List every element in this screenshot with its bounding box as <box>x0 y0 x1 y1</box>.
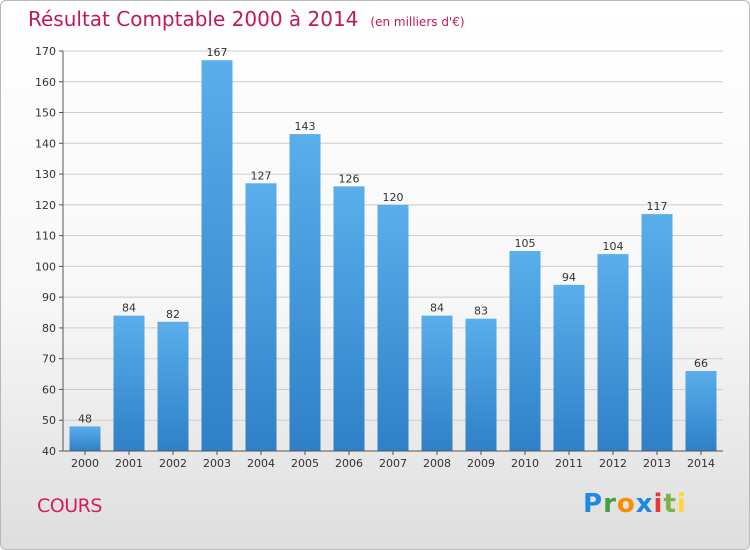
y-tick-label: 170 <box>35 45 56 58</box>
bar-2012 <box>597 254 629 451</box>
x-tick-label: 2011 <box>555 457 583 470</box>
x-tick-label: 2008 <box>423 457 451 470</box>
bar-2005 <box>289 134 321 452</box>
value-label: 48 <box>78 412 92 425</box>
value-label: 127 <box>251 169 272 182</box>
y-tick-label: 150 <box>35 107 56 120</box>
x-tick-label: 2013 <box>643 457 671 470</box>
bar-2006 <box>333 186 365 451</box>
value-label: 83 <box>474 305 488 318</box>
bar-2001 <box>113 315 145 451</box>
proxiti-logo: Proxiti <box>583 489 687 519</box>
chart-unit: (en milliers d'€) <box>370 15 465 29</box>
value-label: 126 <box>339 172 360 185</box>
y-tick-label: 80 <box>42 322 56 335</box>
y-tick-label: 160 <box>35 76 56 89</box>
y-tick-label: 140 <box>35 137 56 150</box>
bar-2009 <box>465 318 497 451</box>
bar-2002 <box>157 321 189 451</box>
value-label: 104 <box>603 240 624 253</box>
x-tick-label: 2006 <box>335 457 363 470</box>
x-tick-label: 2001 <box>115 457 143 470</box>
y-tick-label: 70 <box>42 353 56 366</box>
x-tick-label: 2002 <box>159 457 187 470</box>
value-label: 82 <box>166 308 180 321</box>
x-tick-label: 2000 <box>71 457 99 470</box>
value-label: 143 <box>295 120 316 133</box>
bar-2013 <box>641 214 673 451</box>
y-tick-label: 90 <box>42 291 56 304</box>
y-tick-label: 100 <box>35 260 56 273</box>
y-tick-label: 110 <box>35 230 56 243</box>
x-tick-label: 2005 <box>291 457 319 470</box>
city-name: COURS <box>37 495 102 517</box>
y-tick-label: 60 <box>42 383 56 396</box>
value-label: 94 <box>562 271 576 284</box>
y-tick-label: 130 <box>35 168 56 181</box>
bar-2000 <box>69 426 101 451</box>
value-label: 167 <box>207 46 228 59</box>
y-tick-label: 120 <box>35 199 56 212</box>
x-tick-label: 2010 <box>511 457 539 470</box>
bar-2003 <box>201 60 233 451</box>
bar-2011 <box>553 284 585 451</box>
bars: 48 84 82 167 127 143 126 120 84 83 105 94 104 117 66 <box>69 46 717 452</box>
chart-title: Résultat Comptable 2000 à 2014 (en millie… <box>28 7 465 31</box>
x-tick-label: 2004 <box>247 457 275 470</box>
bar-2014 <box>685 371 717 451</box>
bar-2010 <box>509 251 541 451</box>
x-tick-label: 2007 <box>379 457 407 470</box>
y-tick-label: 50 <box>42 414 56 427</box>
value-label: 84 <box>430 302 444 315</box>
x-tick-label: 2009 <box>467 457 495 470</box>
x-tick-label: 2014 <box>687 457 715 470</box>
bar-2004 <box>245 183 277 452</box>
value-label: 117 <box>647 200 668 213</box>
axes: 40 50 60 70 80 90 100 110 120 130 140 150 160 170 2000… <box>35 45 723 470</box>
value-label: 84 <box>122 302 136 315</box>
bar-2008 <box>421 315 453 451</box>
chart-title-text: Résultat Comptable 2000 à 2014 <box>28 7 359 31</box>
y-tick-label: 40 <box>42 445 56 458</box>
value-label: 120 <box>383 191 404 204</box>
bar-2007 <box>377 204 409 451</box>
x-tick-label: 2012 <box>599 457 627 470</box>
x-tick-label: 2003 <box>203 457 231 470</box>
value-label: 66 <box>694 357 708 370</box>
value-label: 105 <box>515 237 536 250</box>
